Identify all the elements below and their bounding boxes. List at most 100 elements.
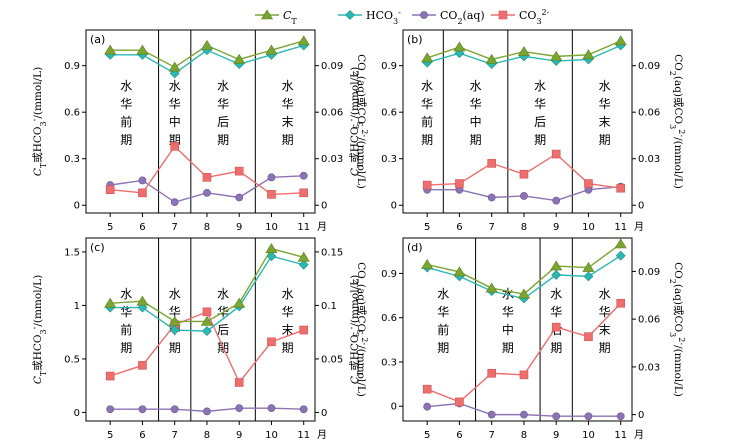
x-tick-label: 7 <box>172 222 178 233</box>
right-tick-label: 0.09 <box>321 61 343 72</box>
x-tick-label: 9 <box>236 222 242 233</box>
right-tick-label: 0 <box>638 410 644 421</box>
point-co2-6 <box>138 176 147 185</box>
right-axis-label: CO2(aq)或CO32-/(mmol/L) <box>669 262 687 397</box>
legend-item-co2: CO2(aq) <box>412 9 485 26</box>
phase-label-char: 水 <box>437 287 449 301</box>
phase-label-char: 水 <box>421 79 433 93</box>
left-tick-label: 0.3 <box>381 357 397 368</box>
right-tick-label: 0.06 <box>638 108 660 119</box>
point-co2-9 <box>235 193 244 202</box>
point-co2-7 <box>170 198 179 207</box>
phase-label-char: 水 <box>282 79 294 93</box>
right-tick-label: 0.05 <box>321 354 343 365</box>
point-co3-6 <box>138 188 147 198</box>
point-hco3-7 <box>169 325 180 335</box>
point-co3-7 <box>170 142 179 151</box>
point-co2-10 <box>267 173 276 182</box>
point-ct-7 <box>168 315 181 326</box>
phase-label-char: 中 <box>470 114 482 129</box>
x-tick-label: 11 <box>614 222 627 233</box>
right-tick-label: 0.06 <box>321 108 343 119</box>
phase-label-char: 前 <box>437 322 449 337</box>
right-tick-label: 0.15 <box>321 247 343 258</box>
point-ct-5 <box>421 258 434 269</box>
point-co2-5 <box>106 405 115 414</box>
x-tick-label: 8 <box>204 222 210 233</box>
left-tick-label: 0.9 <box>64 61 80 72</box>
phase-label-char: 水 <box>120 79 132 93</box>
right-tick-label: 0.03 <box>638 362 660 373</box>
phase-label-char: 末 <box>282 115 294 129</box>
series-line-co3 <box>110 145 304 196</box>
series-co2 <box>106 404 308 416</box>
x-tick-label: 9 <box>553 430 559 441</box>
point-ct-5 <box>104 297 117 308</box>
right-tick-label: 0.03 <box>321 154 343 165</box>
left-axis-label: CT或HCO3-/(mmol/L) <box>30 67 48 176</box>
left-tick-label: 0.9 <box>381 269 397 280</box>
point-hco3-11 <box>298 259 309 270</box>
point-co3-8 <box>202 307 212 317</box>
point-ct-8 <box>200 315 213 326</box>
left-axis-label: CT或HCO3-/(mmol/L) <box>347 275 365 384</box>
point-ct-6 <box>136 44 149 55</box>
x-tick-label: 5 <box>107 222 113 233</box>
left-axis-label: CT或HCO3-/(mmol/L) <box>30 275 48 384</box>
left-tick-label: 0.6 <box>64 108 80 119</box>
phase-label-char: 水 <box>120 287 132 301</box>
phase-label-char: 后 <box>534 115 546 129</box>
panel-label: (a) <box>90 33 105 46</box>
right-tick-label: 0 <box>321 408 327 419</box>
phase-label-char: 后 <box>217 115 229 129</box>
series-co3 <box>422 298 626 407</box>
point-ct-11 <box>297 251 310 262</box>
point-co2-9 <box>552 412 561 421</box>
point-co3-9 <box>234 166 244 176</box>
x-tick-label: 8 <box>204 430 210 441</box>
point-ct-9 <box>233 53 246 64</box>
right-tick-label: 0.1 <box>321 301 337 312</box>
phase-label-char: 水 <box>550 287 562 301</box>
point-ct-10 <box>265 44 278 55</box>
phase-label-char: 末 <box>599 115 611 129</box>
right-tick-label: 0.06 <box>638 315 660 326</box>
x-tick-label: 8 <box>521 222 527 233</box>
right-tick-label: 0.09 <box>638 267 660 278</box>
phase-label-char: 华 <box>169 305 181 319</box>
phase-label-char: 水 <box>599 79 611 93</box>
point-ct-8 <box>517 288 530 299</box>
point-co2-5 <box>423 402 432 411</box>
panel-label: (c) <box>90 241 105 254</box>
phase-label-char: 末 <box>282 323 294 337</box>
point-ct-8 <box>200 39 213 50</box>
legend-label: CO32- <box>519 8 550 26</box>
phase-label-char: 水 <box>217 79 229 93</box>
series-co2 <box>423 399 625 421</box>
x-unit-label: 月 <box>634 221 644 233</box>
phase-label-char: 华 <box>550 305 562 319</box>
legend: CT HCO3- CO2(aq) CO32- <box>255 8 550 26</box>
phase-label-char: 华 <box>470 97 482 111</box>
left-tick-label: 0 <box>74 201 80 212</box>
right-tick-label: 0.09 <box>638 61 660 72</box>
x-tick-label: 11 <box>614 430 627 441</box>
left-tick-label: 0.5 <box>64 354 80 365</box>
point-co3-11 <box>299 325 309 335</box>
point-hco3-11 <box>615 250 626 261</box>
phase-label-char: 华 <box>534 97 546 111</box>
phase-label-char: 期 <box>217 133 229 147</box>
x-tick-label: 10 <box>265 430 278 441</box>
x-unit-label: 月 <box>317 429 327 441</box>
point-ct-7 <box>485 53 498 64</box>
x-unit-label: 月 <box>634 429 644 441</box>
x-tick-label: 6 <box>139 430 145 441</box>
phase-label-char: 期 <box>120 341 132 355</box>
x-tick-label: 7 <box>489 430 495 441</box>
x-unit-label: 月 <box>317 221 327 233</box>
point-co2-7 <box>487 193 496 202</box>
